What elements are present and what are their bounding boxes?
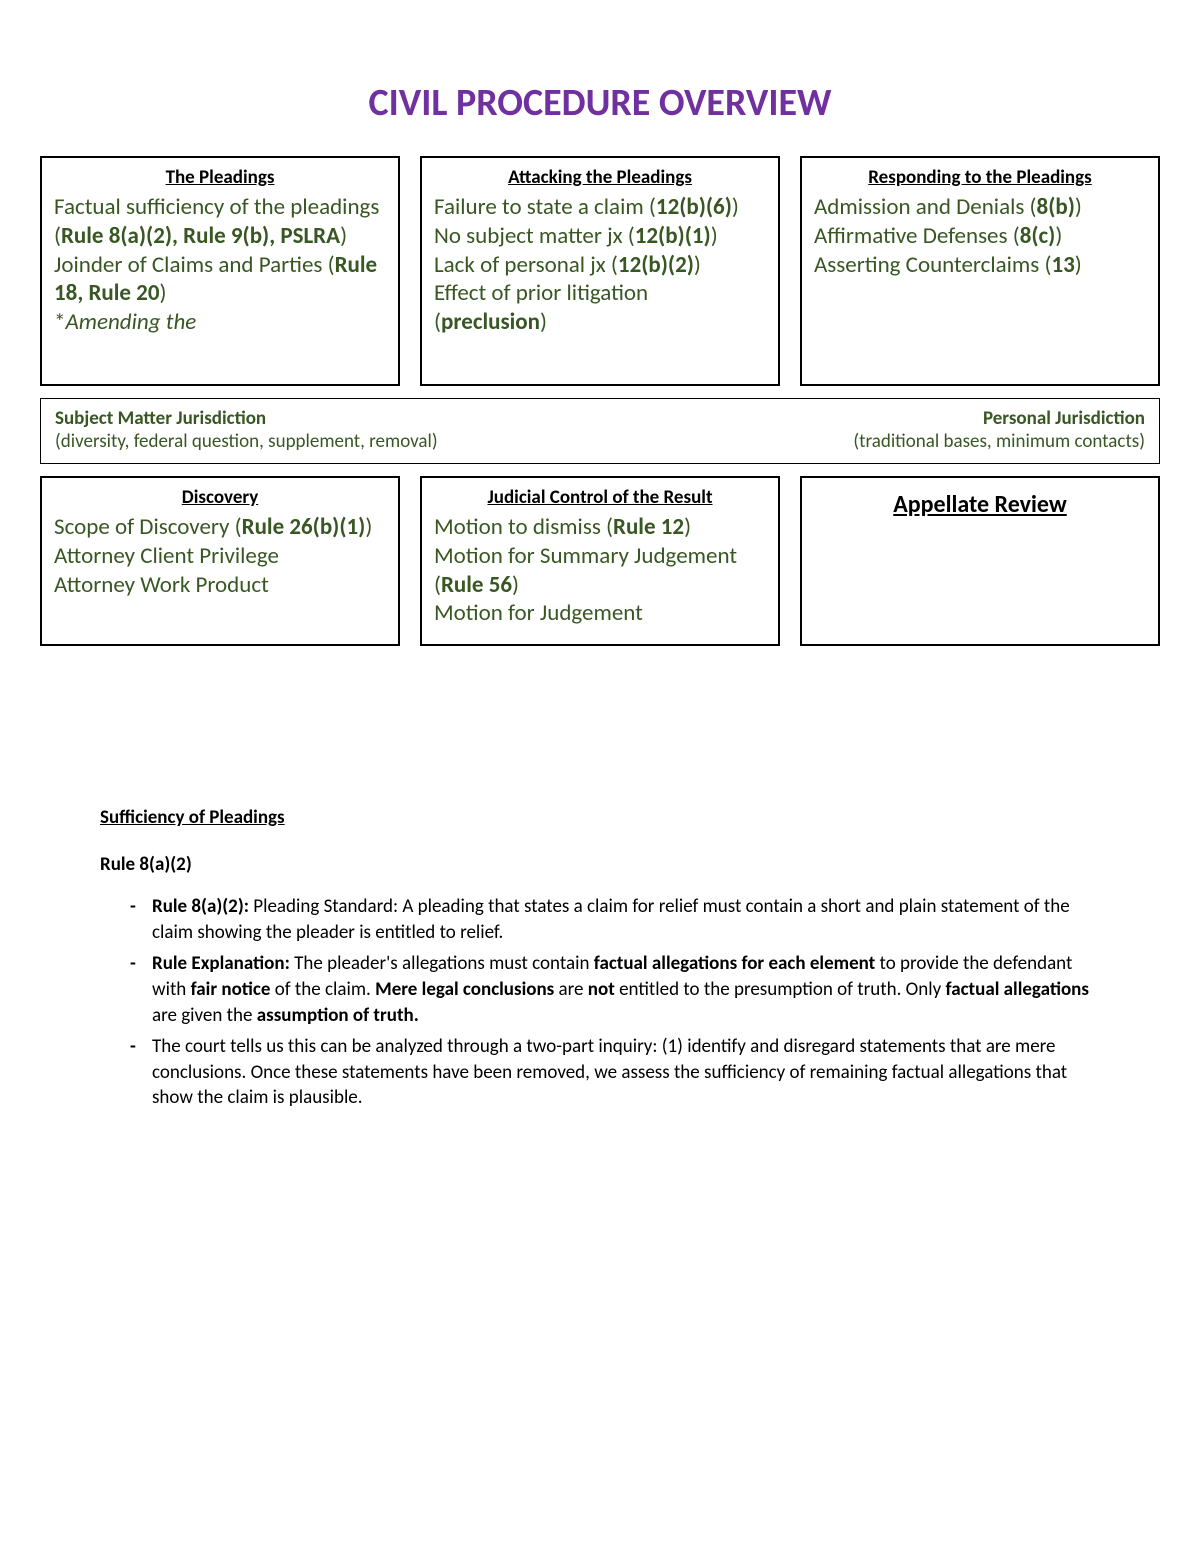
notes-item: Rule Explanation: The pleader's allegati… <box>130 951 1100 1028</box>
box-attacking: Attacking the Pleadings Failure to state… <box>420 156 780 386</box>
row-2: Discovery Scope of Discovery (Rule 26(b)… <box>40 476 1160 646</box>
box-body: Admission and Denials (8(b))Affirmative … <box>814 193 1146 279</box>
box-heading: Judicial Control of the Result <box>434 486 766 509</box>
box-heading: Discovery <box>54 486 386 509</box>
smj-heading: Subject Matter Jurisdiction <box>55 407 438 430</box>
box-body: Factual sufficiency of the pleadings (Ru… <box>54 193 386 337</box>
box-heading: Responding to the Pleadings <box>814 166 1146 189</box>
smj-sub: (diversity, federal question, supplement… <box>55 430 438 453</box>
box-discovery: Discovery Scope of Discovery (Rule 26(b)… <box>40 476 400 646</box>
box-judicial-control: Judicial Control of the Result Motion to… <box>420 476 780 646</box>
notes-item: Rule 8(a)(2): Pleading Standard: A plead… <box>130 894 1100 945</box>
notes-rule-title: Rule 8(a)(2) <box>100 853 1100 876</box>
row-1: The Pleadings Factual sufficiency of the… <box>40 156 1160 386</box>
box-pleadings: The Pleadings Factual sufficiency of the… <box>40 156 400 386</box>
notes-section-title: Sufficiency of Pleadings <box>100 806 1100 829</box>
box-body: Motion to dismiss (Rule 12)Motion for Su… <box>434 513 766 628</box>
pj-sub: (traditional bases, minimum contacts) <box>853 430 1145 453</box>
notes-item: The court tells us this can be analyzed … <box>130 1034 1100 1111</box>
jurisdiction-right: Personal Jurisdiction (traditional bases… <box>853 407 1145 453</box>
box-heading: The Pleadings <box>54 166 386 189</box>
jurisdiction-bar: Subject Matter Jurisdiction (diversity, … <box>40 398 1160 464</box>
box-heading: Attacking the Pleadings <box>434 166 766 189</box>
box-appellate: Appellate Review <box>800 476 1160 646</box>
box-responding: Responding to the Pleadings Admission an… <box>800 156 1160 386</box>
notes-section: Sufficiency of Pleadings Rule 8(a)(2) Ru… <box>40 806 1160 1111</box>
notes-list: Rule 8(a)(2): Pleading Standard: A plead… <box>100 894 1100 1111</box>
box-body: Scope of Discovery (Rule 26(b)(1))Attorn… <box>54 513 386 599</box>
box-body: Failure to state a claim (12(b)(6))No su… <box>434 193 766 337</box>
page-title: CIVIL PROCEDURE OVERVIEW <box>40 80 1160 126</box>
page: CIVIL PROCEDURE OVERVIEW The Pleadings F… <box>0 0 1200 1157</box>
appellate-heading: Appellate Review <box>814 486 1146 519</box>
pj-heading: Personal Jurisdiction <box>853 407 1145 430</box>
jurisdiction-left: Subject Matter Jurisdiction (diversity, … <box>55 407 438 453</box>
